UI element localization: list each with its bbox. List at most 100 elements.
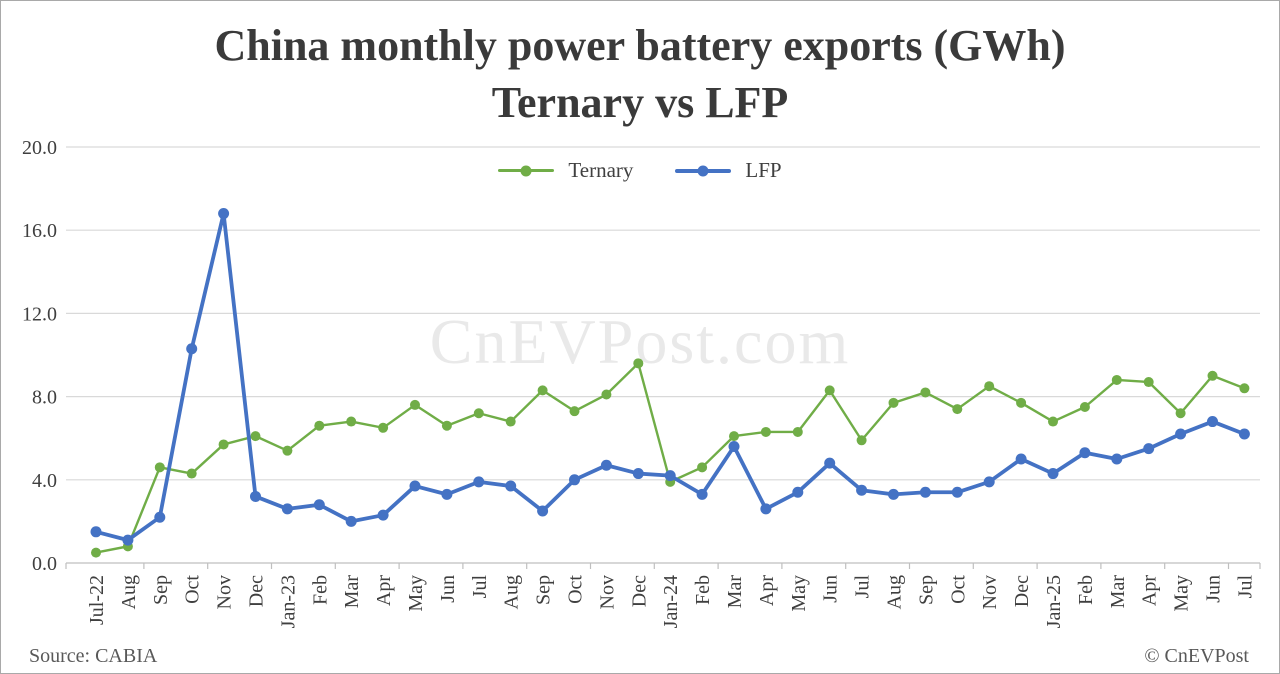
ternary-point [601, 389, 612, 400]
lfp-point [1015, 453, 1027, 465]
ternary-point [410, 399, 420, 410]
x-tick-label: Apr [756, 575, 778, 606]
copyright-label: © CnEVPost [1144, 645, 1249, 667]
x-tick-label: Dec [246, 575, 268, 607]
ternary-point [1207, 370, 1218, 381]
lfp-point [951, 486, 963, 498]
x-tick-label: Aug [884, 575, 906, 609]
lfp-point [569, 474, 580, 486]
x-tick-label: Jun [820, 575, 842, 603]
x-tick-label: Jan-23 [277, 575, 299, 628]
lfp-point [919, 486, 931, 498]
lfp-point [983, 476, 995, 488]
x-tick-label: Jul [1234, 575, 1256, 599]
ternary-point [824, 385, 835, 396]
x-tick-label: Jun [437, 575, 459, 603]
x-tick-label: Dec [1011, 575, 1033, 607]
x-tick-label: Sep [915, 575, 937, 605]
x-tick-label: May [405, 575, 427, 612]
x-tick-label: Sep [533, 575, 555, 605]
lfp-point [1079, 447, 1091, 459]
x-tick-label: Feb [692, 575, 714, 605]
chart-title: China monthly power battery exports (GWh… [1, 17, 1279, 131]
y-tick-label: 8.0 [32, 387, 57, 409]
y-tick-label: 12.0 [22, 303, 57, 325]
lfp-point [441, 488, 453, 500]
lfp-point [1175, 428, 1187, 440]
ternary-point [569, 406, 580, 417]
lfp-point [281, 503, 293, 515]
x-tick-label: Jul [852, 575, 874, 599]
x-tick-label: Mar [341, 575, 363, 609]
lfp-point [345, 515, 357, 527]
ternary-point [282, 445, 293, 456]
lfp-point [856, 484, 868, 496]
lfp-point [1143, 443, 1155, 455]
ternary-point [91, 547, 101, 558]
lfp-point [186, 343, 198, 355]
y-tick-label: 0.0 [32, 553, 57, 575]
lfp-point [1238, 428, 1250, 440]
x-tick-label: Jul-22 [86, 575, 108, 625]
x-tick-label: Jan-25 [1043, 575, 1065, 628]
chart-title-line2: Ternary vs LFP [491, 78, 789, 127]
x-tick-label: Aug [118, 575, 140, 609]
ternary-point [218, 439, 229, 450]
x-tick-label: Oct [947, 575, 969, 604]
x-tick-label: Jul [469, 575, 491, 599]
ternary-point [473, 408, 484, 419]
x-tick-label: Apr [1139, 575, 1161, 606]
legend-label-ternary: Ternary [568, 158, 634, 182]
ternary-point [1239, 383, 1250, 394]
ternary-point [441, 420, 452, 431]
ternary-point [250, 431, 261, 442]
lfp-point [218, 208, 230, 220]
lfp-point [632, 468, 644, 480]
legend-label-lfp: LFP [745, 158, 782, 182]
lfp-point [537, 505, 549, 517]
x-tick-label: Apr [373, 575, 395, 606]
ternary-point [760, 426, 771, 437]
ternary-point [1143, 377, 1154, 388]
lfp-point [600, 459, 612, 471]
y-tick-label: 4.0 [32, 470, 57, 492]
ternary-point [984, 381, 995, 392]
lfp-point [90, 526, 102, 538]
lfp-point [824, 457, 836, 469]
ternary-point [1175, 408, 1186, 419]
ternary-point [378, 422, 389, 433]
x-tick-label: Mar [1107, 575, 1129, 609]
ternary-point [952, 404, 963, 415]
ternary-point [186, 468, 197, 479]
ternary-point [1048, 416, 1058, 427]
ternary-point [537, 385, 548, 396]
ternary-point [1079, 402, 1090, 412]
x-tick-label: Jun [1203, 575, 1225, 603]
lfp-point [888, 488, 899, 500]
ternary-line [94, 362, 1246, 554]
ternary-point [154, 462, 165, 473]
ternary-point [1111, 374, 1122, 385]
ternary-point [920, 387, 931, 398]
lfp-point [1207, 416, 1218, 428]
x-tick-label: Nov [214, 575, 236, 609]
lfp-point [664, 470, 676, 482]
lfp-point [792, 486, 804, 498]
x-tick-label: Dec [628, 575, 650, 607]
x-tick-label: Mar [724, 575, 746, 609]
legend-item-lfp: LFP [675, 158, 782, 183]
ternary-point [856, 435, 867, 446]
source-label: Source: CABIA [29, 645, 158, 667]
ternary-point [697, 462, 708, 473]
lfp-legend-swatch [675, 165, 732, 176]
lfp-line [94, 211, 1247, 543]
lfp-point [473, 476, 485, 488]
lfp-point [1047, 468, 1059, 480]
legend-item-ternary: Ternary [498, 158, 633, 183]
lfp-point [728, 441, 740, 453]
x-tick-label: May [1171, 575, 1193, 612]
lfp-point [313, 499, 325, 511]
ternary-point [505, 416, 516, 427]
lfp-point [696, 488, 708, 500]
